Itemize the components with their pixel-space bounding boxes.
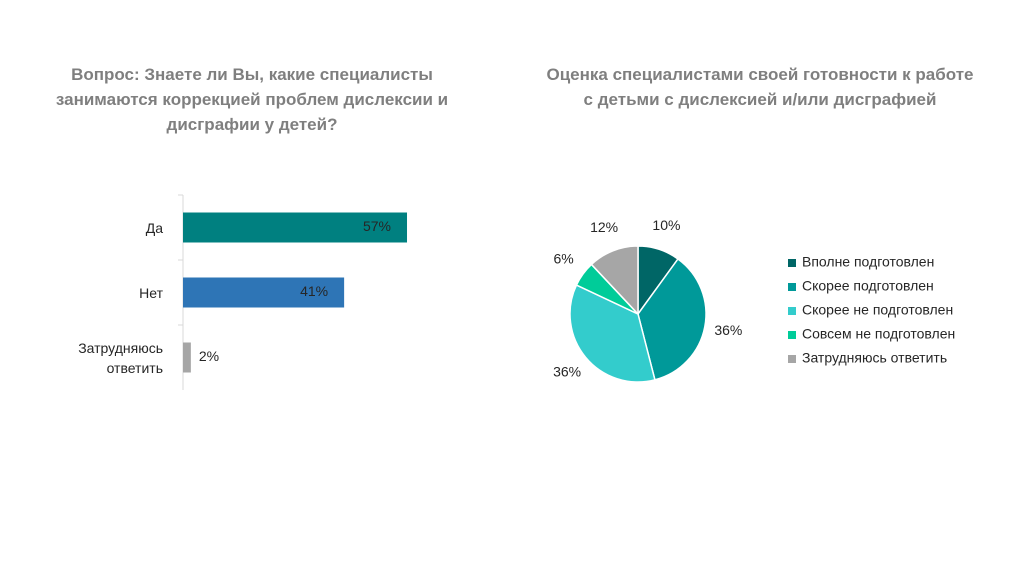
pie-slice bbox=[637, 257, 707, 381]
pie-title: Оценка специалистами своей готовности к … bbox=[546, 65, 974, 109]
bar-title: Вопрос: Знаете ли Вы, какие специалисты … bbox=[55, 65, 449, 134]
category-label: Нет bbox=[139, 284, 163, 301]
legend-label: Скорее подготовлен bbox=[802, 278, 934, 294]
legend-swatch bbox=[788, 307, 796, 315]
legend-label: Вполне подготовлен bbox=[802, 254, 934, 270]
pie-slice bbox=[590, 245, 639, 316]
slice-label: 10% bbox=[652, 217, 680, 233]
slice-label: 6% bbox=[553, 251, 573, 267]
legend-swatch bbox=[788, 331, 796, 339]
pie-slice bbox=[569, 284, 656, 383]
slice-label: 12% bbox=[590, 219, 618, 235]
legend-label: Затрудняюсь ответить bbox=[802, 350, 947, 366]
category-label: Затрудняюсь ответить bbox=[78, 339, 163, 376]
legend-label: Совсем не подготовлен bbox=[802, 326, 955, 342]
value-label: 57% bbox=[363, 218, 391, 234]
value-label: 41% bbox=[300, 283, 328, 299]
bar bbox=[183, 212, 408, 243]
legend-swatch bbox=[788, 259, 796, 267]
legend-swatch bbox=[788, 283, 796, 291]
bar bbox=[183, 342, 191, 373]
category-label: Да bbox=[145, 219, 163, 236]
slice-label: 36% bbox=[714, 322, 742, 338]
value-label: 2% bbox=[199, 348, 219, 364]
legend-swatch bbox=[788, 355, 796, 363]
slice-label: 36% bbox=[553, 363, 581, 379]
bar bbox=[183, 277, 345, 308]
legend-label: Скорее не подготовлен bbox=[802, 302, 953, 318]
